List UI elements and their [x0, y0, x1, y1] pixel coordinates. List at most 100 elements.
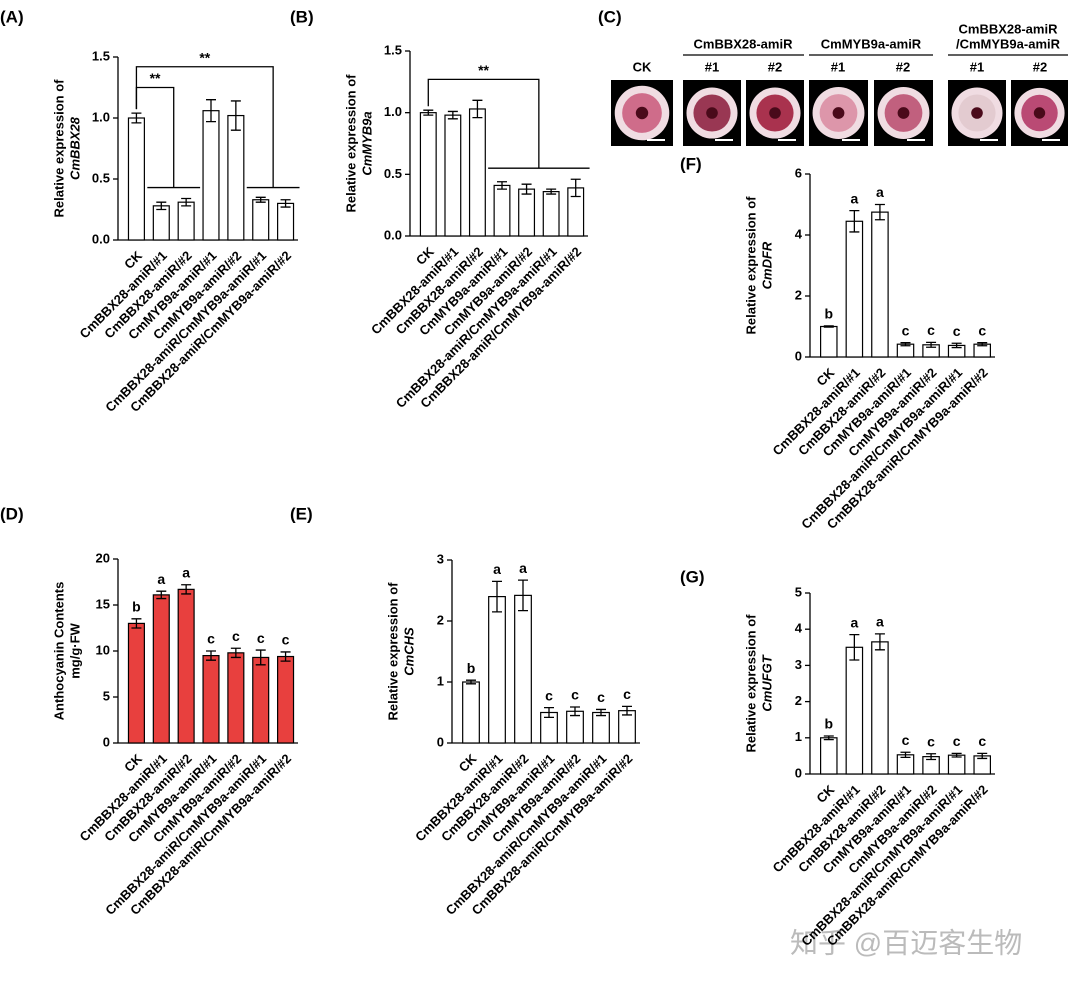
- panel-label: (G): [680, 567, 705, 586]
- bar: [177, 588, 195, 744]
- error-bar: [570, 178, 581, 198]
- error-bar: [423, 109, 434, 116]
- bar: [845, 220, 864, 358]
- error-bar: [131, 112, 142, 124]
- bar: [252, 199, 270, 241]
- bar: [127, 117, 145, 241]
- bar: [227, 652, 245, 744]
- panel-label: (E): [290, 504, 313, 523]
- y-tick-label: 3: [437, 551, 444, 566]
- bar: [820, 325, 838, 358]
- significance-letter: a: [157, 571, 165, 587]
- panel-label: (F): [680, 154, 702, 173]
- y-tick-label: 1: [795, 729, 802, 744]
- significance-letter: c: [623, 686, 631, 702]
- bar: [202, 654, 220, 744]
- significance-letter: c: [545, 687, 553, 703]
- bar: [488, 595, 506, 744]
- significance-letter: c: [902, 322, 910, 338]
- group-label: CmMYB9a-amiR: [821, 36, 922, 51]
- flower-center: [706, 107, 718, 119]
- bar: [152, 594, 170, 744]
- error-bar: [622, 705, 632, 716]
- significance-letter: a: [876, 184, 884, 200]
- error-bar: [951, 342, 962, 349]
- y-axis-label: mg/g·FW: [67, 622, 82, 678]
- error-bar: [255, 649, 266, 666]
- y-axis-label: Relative expression of: [51, 79, 66, 218]
- bar: [514, 594, 532, 744]
- error-bar: [497, 181, 507, 190]
- bar: [871, 211, 889, 358]
- bar: [419, 112, 437, 237]
- flower-center: [1033, 107, 1046, 119]
- photo-row: [611, 80, 1068, 146]
- error-bar: [447, 110, 458, 120]
- error-bar: [181, 584, 192, 595]
- bar: [871, 641, 889, 775]
- bar: [462, 681, 480, 744]
- y-tick-label: 2: [795, 287, 802, 302]
- error-bar: [900, 751, 911, 758]
- significance-letter: a: [182, 564, 190, 580]
- photo-label: #2: [1033, 59, 1047, 74]
- bar: [127, 622, 145, 744]
- y-axis-label: Relative expression of: [385, 582, 400, 721]
- y-tick-label: 1.5: [92, 48, 110, 63]
- y-tick-label: 2: [795, 693, 802, 708]
- significance-letter: c: [207, 631, 215, 647]
- watermark: 知乎 @百迈客生物: [790, 927, 1022, 958]
- y-tick-label: 0.0: [384, 227, 402, 242]
- error-bar: [546, 188, 557, 195]
- error-bar: [521, 183, 532, 195]
- significance-letter: c: [282, 632, 290, 648]
- photo-label: #2: [896, 59, 910, 74]
- y-tick-label: 0: [437, 734, 444, 749]
- error-bar: [518, 579, 528, 612]
- flower-center: [832, 107, 845, 119]
- error-bar: [206, 650, 216, 661]
- significance-letter: b: [132, 599, 141, 615]
- error-bar: [255, 196, 266, 203]
- y-tick-label: 4: [795, 621, 803, 636]
- significance-letter: c: [953, 323, 961, 339]
- significance-letter: c: [232, 628, 240, 644]
- significance-letter: a: [850, 614, 858, 630]
- y-tick-label: 0: [795, 765, 802, 780]
- y-tick-label: 0.0: [92, 231, 110, 246]
- significance-label: **: [478, 62, 489, 78]
- bar: [542, 191, 560, 237]
- significance-letter: c: [927, 322, 935, 338]
- y-axis-label: Relative expression of: [343, 74, 358, 213]
- bar: [592, 711, 610, 744]
- significance-letter: a: [493, 561, 501, 577]
- error-bar: [230, 647, 241, 659]
- y-axis-label: CmUFGT: [759, 654, 774, 711]
- significance-letter: b: [825, 716, 834, 732]
- bar: [820, 737, 838, 775]
- y-tick-label: 0: [103, 734, 110, 749]
- significance-letter: c: [978, 733, 986, 749]
- panel-label: (C): [598, 7, 622, 26]
- significance-letter: c: [597, 689, 605, 705]
- photo-label: #1: [705, 59, 719, 74]
- significance-letter: c: [257, 630, 265, 646]
- error-bar: [849, 209, 860, 233]
- error-bar: [466, 679, 476, 685]
- error-bar: [544, 706, 554, 719]
- y-axis-label: CmBBX28: [67, 116, 82, 180]
- error-bar: [156, 201, 167, 211]
- significance-letter: b: [467, 660, 476, 676]
- group-label: CmBBX28-amiR: [959, 21, 1059, 36]
- significance-letter: a: [850, 190, 858, 206]
- y-tick-label: 1: [437, 673, 444, 688]
- error-bar: [596, 708, 606, 717]
- significance-letter: b: [825, 306, 834, 322]
- y-axis-label: CmDFR: [759, 241, 774, 289]
- error-bar: [926, 753, 937, 761]
- group-label: /CmMYB9a-amiR: [956, 36, 1061, 51]
- significance-letter: a: [519, 560, 527, 576]
- error-bar: [926, 341, 937, 348]
